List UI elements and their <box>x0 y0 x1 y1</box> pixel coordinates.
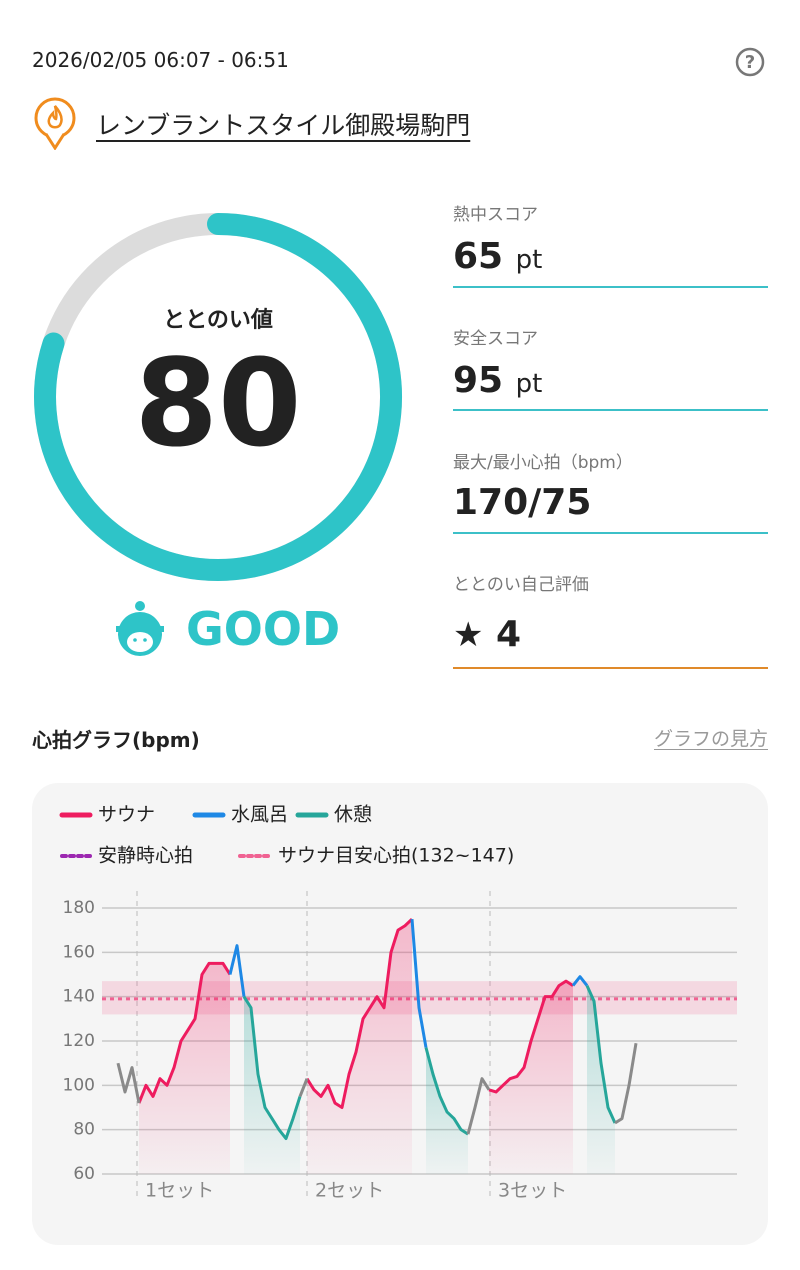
divider <box>453 532 768 534</box>
facility-name[interactable]: レンブラントスタイル御殿場駒門 <box>96 111 471 140</box>
star-icon: ★ <box>453 615 484 655</box>
score-ring <box>34 213 403 581</box>
area-fill <box>244 996 300 1174</box>
hr-line <box>242 984 617 1141</box>
rating-icon <box>116 601 164 656</box>
y-tick-label: 100 <box>63 1075 95 1095</box>
metric-unit: pt <box>515 369 543 399</box>
metric-number: 4 <box>496 614 522 655</box>
area-fill <box>139 963 230 1174</box>
divider <box>453 286 768 288</box>
y-tick-label: 180 <box>63 898 95 918</box>
y-tick-label: 160 <box>63 942 95 962</box>
metric-label: 最大/最小心拍（bpm） <box>453 453 633 473</box>
metric-value: 65 pt <box>453 236 542 277</box>
set-label: 3セット <box>498 1180 567 1202</box>
legend-label: 水風呂 <box>231 804 288 826</box>
y-tick-label: 60 <box>73 1164 95 1184</box>
area-fill <box>489 981 573 1174</box>
chart-help-link[interactable]: グラフの見方 <box>653 728 768 750</box>
metric-value: ★ 4 <box>453 614 521 655</box>
divider <box>453 667 768 669</box>
score-rating: GOOD <box>186 602 341 656</box>
metric-label: 安全スコア <box>453 329 538 349</box>
legend-label: 休憩 <box>334 804 372 826</box>
legend-label: サウナ目安心拍(132~147) <box>278 845 514 867</box>
chart-title: 心拍グラフ(bpm) <box>32 728 200 752</box>
metric-label: ととのい自己評価 <box>453 575 589 595</box>
area-fill <box>426 1047 468 1174</box>
metric-unit: pt <box>515 245 543 275</box>
area-fill <box>587 985 615 1174</box>
y-tick-label: 80 <box>73 1120 95 1140</box>
set-label: 1セット <box>145 1180 214 1202</box>
hr-line <box>137 917 574 1109</box>
metric-value: 95 pt <box>453 360 542 401</box>
area-fill <box>307 919 412 1174</box>
help-icon[interactable]: ? <box>734 46 766 78</box>
legend-label: 安静時心拍 <box>98 845 193 867</box>
set-label: 2セット <box>315 1180 384 1202</box>
metric-number: 65 <box>453 236 504 277</box>
score-label: ととのい値 <box>163 308 273 333</box>
y-tick-label: 140 <box>63 987 95 1007</box>
datetime: 2026/02/05 06:07 - 06:51 <box>32 48 289 72</box>
hr-line <box>228 918 589 1048</box>
score-value: 80 <box>134 335 302 474</box>
hr-line <box>116 1042 638 1135</box>
facility-icon <box>34 97 76 150</box>
metric-value: 170/75 <box>453 482 592 523</box>
svg-text:?: ? <box>745 52 755 73</box>
divider <box>453 409 768 411</box>
metric-number: 95 <box>453 360 504 401</box>
metric-label: 熱中スコア <box>453 205 538 225</box>
legend-label: サウナ <box>98 804 155 826</box>
y-tick-label: 120 <box>63 1031 95 1051</box>
